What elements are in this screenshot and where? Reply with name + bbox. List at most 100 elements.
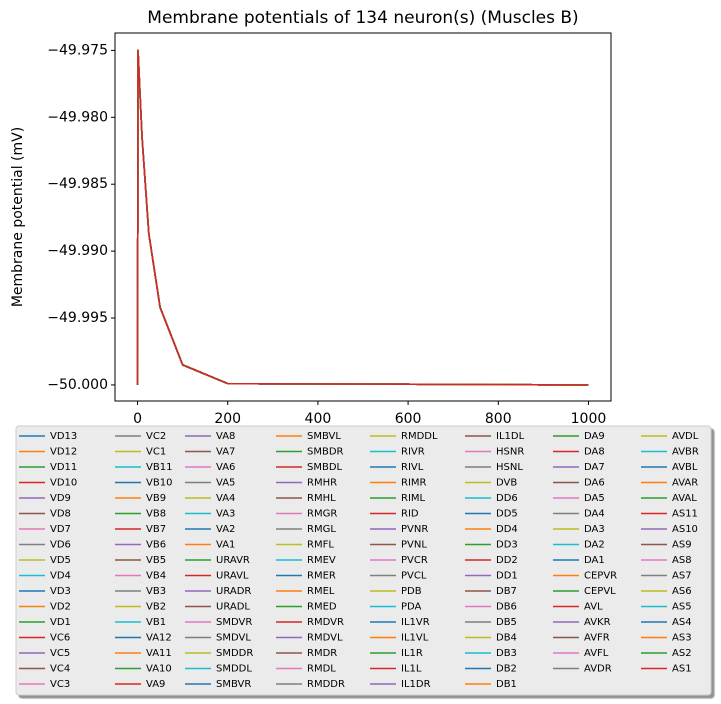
legend-label: RMGR bbox=[307, 509, 337, 520]
legend-label: URAVR bbox=[216, 555, 250, 566]
legend-label: RMDR bbox=[307, 648, 337, 659]
legend-label: DD6 bbox=[496, 493, 518, 504]
y-tick-label: −49.990 bbox=[47, 243, 108, 259]
legend-label: VC2 bbox=[146, 431, 166, 442]
y-tick-label: −49.985 bbox=[47, 176, 108, 192]
legend-label: VD5 bbox=[50, 555, 71, 566]
legend-label: AS5 bbox=[672, 602, 692, 613]
legend-label: AVDR bbox=[584, 664, 612, 675]
legend-label: AVBL bbox=[672, 462, 698, 473]
y-tick-label: −49.975 bbox=[47, 42, 108, 58]
legend-label: SMBDL bbox=[307, 462, 343, 473]
series-line bbox=[136, 49, 589, 386]
legend-label: VC4 bbox=[50, 664, 70, 675]
x-tick-label: 800 bbox=[485, 411, 512, 427]
legend-label: URADR bbox=[216, 586, 251, 597]
legend-label: CEPVR bbox=[584, 571, 617, 582]
plot-frame bbox=[114, 32, 612, 402]
legend-label: VD8 bbox=[50, 509, 71, 520]
legend-label: AS2 bbox=[672, 648, 692, 659]
legend-label: SMDVL bbox=[216, 633, 251, 644]
legend-label: DB7 bbox=[496, 586, 517, 597]
legend-label: VA5 bbox=[216, 478, 235, 489]
legend-label: RIVL bbox=[401, 462, 424, 473]
legend-label: VA6 bbox=[216, 462, 235, 473]
legend-label: DA6 bbox=[584, 478, 605, 489]
legend-label: RMDL bbox=[307, 664, 336, 675]
y-axis-label: Membrane potential (mV) bbox=[10, 127, 26, 307]
legend-label: IL1DR bbox=[401, 679, 431, 690]
legend-label: VB9 bbox=[146, 493, 166, 504]
legend-label: SMBVL bbox=[307, 431, 341, 442]
legend-label: DD2 bbox=[496, 555, 518, 566]
legend-label: SMBVR bbox=[216, 679, 251, 690]
legend-label: VB10 bbox=[146, 478, 172, 489]
legend-label: RMDVR bbox=[307, 617, 344, 628]
legend-label: DA8 bbox=[584, 447, 605, 458]
legend-label: VB2 bbox=[146, 602, 166, 613]
legend-label: RIMR bbox=[401, 478, 427, 489]
legend-label: DA1 bbox=[584, 555, 605, 566]
legend-label: AVAL bbox=[672, 493, 697, 504]
legend-label: VA1 bbox=[216, 540, 235, 551]
legend-label: AVL bbox=[584, 602, 603, 613]
legend-label: DD3 bbox=[496, 540, 518, 551]
legend-label: AS10 bbox=[672, 524, 698, 535]
legend-label: AS9 bbox=[672, 540, 692, 551]
legend-label: RMEL bbox=[307, 586, 335, 597]
legend-label: VA10 bbox=[146, 664, 172, 675]
legend-label: HSNL bbox=[496, 462, 523, 473]
legend-label: RMHR bbox=[307, 478, 337, 489]
legend-label: AVAR bbox=[672, 478, 698, 489]
legend-label: VA4 bbox=[216, 493, 235, 504]
plot-lines bbox=[136, 49, 589, 386]
legend-label: VC3 bbox=[50, 679, 70, 690]
legend-label: AS4 bbox=[672, 617, 692, 628]
legend-label: AVFL bbox=[584, 648, 609, 659]
legend-label: VA9 bbox=[146, 679, 165, 690]
x-tick-label: 400 bbox=[305, 411, 332, 427]
legend-label: DD4 bbox=[496, 524, 518, 535]
legend-label: VA8 bbox=[216, 431, 235, 442]
legend-label: VD10 bbox=[50, 478, 77, 489]
legend-label: VB5 bbox=[146, 555, 166, 566]
legend-label: URAVL bbox=[216, 571, 249, 582]
x-tick-label: 0 bbox=[133, 411, 142, 427]
legend-label: PDB bbox=[401, 586, 422, 597]
legend-label: RIVR bbox=[401, 447, 425, 458]
legend-label: VD11 bbox=[50, 462, 77, 473]
legend-label: AS7 bbox=[672, 571, 692, 582]
legend-label: DD5 bbox=[496, 509, 518, 520]
y-tick-label: −49.980 bbox=[47, 109, 108, 125]
legend-label: VB1 bbox=[146, 617, 166, 628]
legend-label: DA9 bbox=[584, 431, 605, 442]
legend-label: IL1VR bbox=[401, 617, 430, 628]
legend-label: RMED bbox=[307, 602, 337, 613]
legend-label: RMEV bbox=[307, 555, 336, 566]
legend-label: AS1 bbox=[672, 664, 692, 675]
legend-label: VB6 bbox=[146, 540, 166, 551]
legend-label: DB2 bbox=[496, 664, 517, 675]
legend-label: PVNR bbox=[401, 524, 428, 535]
legend-label: RMDVL bbox=[307, 633, 343, 644]
legend-label: SMDVR bbox=[216, 617, 252, 628]
legend-label: VB7 bbox=[146, 524, 166, 535]
legend-label: RMER bbox=[307, 571, 336, 582]
legend-label: AVDL bbox=[672, 431, 699, 442]
y-tick-label: −49.995 bbox=[47, 310, 108, 326]
legend-label: IL1VL bbox=[401, 633, 429, 644]
legend-label: RMHL bbox=[307, 493, 336, 504]
legend-label: VB8 bbox=[146, 509, 166, 520]
legend-label: VA2 bbox=[216, 524, 235, 535]
legend-label: VA7 bbox=[216, 447, 235, 458]
legend-label: DB4 bbox=[496, 633, 517, 644]
legend-label: RMFL bbox=[307, 540, 334, 551]
legend-label: AS6 bbox=[672, 586, 692, 597]
x-tick-label: 600 bbox=[395, 411, 422, 427]
legend-label: VB11 bbox=[146, 462, 172, 473]
legend-label: AS8 bbox=[672, 555, 692, 566]
legend-label: SMDDR bbox=[216, 648, 253, 659]
legend-label: PDA bbox=[401, 602, 422, 613]
